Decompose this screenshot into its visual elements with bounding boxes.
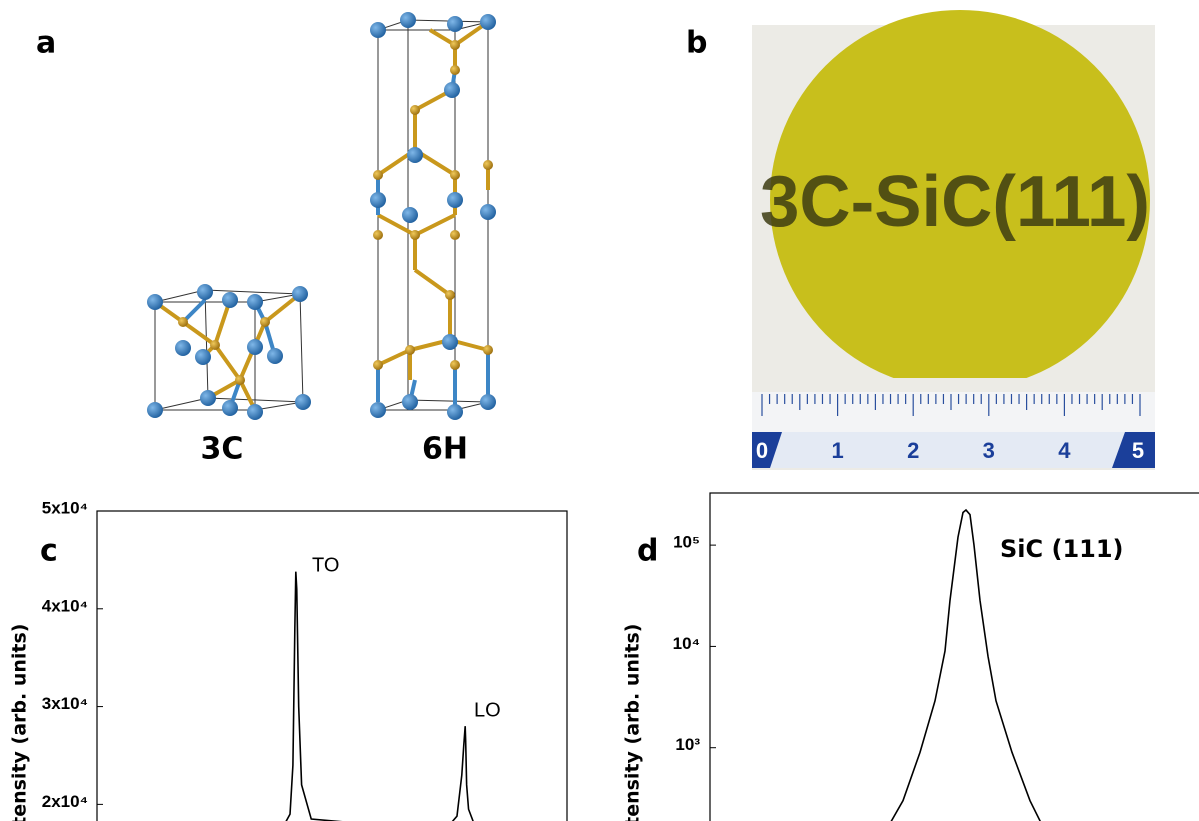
y-tick-label: 2x10⁴: [42, 792, 88, 811]
annotation: SiC (111): [1000, 535, 1124, 563]
ruler-number: 4: [1058, 438, 1071, 463]
y-tick-label: 5x10⁴: [42, 498, 88, 517]
annotation: TO: [312, 554, 339, 576]
wafer-text: 3C-SiC(111): [760, 162, 1150, 242]
structure-label: 3C: [201, 432, 244, 467]
annotation: LO: [474, 699, 501, 721]
panel-label: a: [36, 26, 56, 61]
y-tick-label: 3x10⁴: [42, 694, 88, 713]
y-axis-label: Intensity (arb. units): [9, 624, 31, 821]
panel-label: b: [686, 26, 707, 61]
ruler-number: 0: [756, 438, 768, 463]
y-tick-label: 10⁵: [673, 533, 700, 552]
ruler-number: 5: [1132, 438, 1144, 463]
data-line: [107, 572, 561, 821]
ruler-band: [752, 432, 1155, 468]
panel-label: c: [40, 534, 58, 569]
y-tick-label: 10⁴: [673, 634, 700, 653]
ruler-number: 3: [983, 438, 995, 463]
y-tick-label: 10³: [675, 735, 700, 754]
structure-6h: [370, 12, 496, 420]
structure-label: 6H: [422, 432, 468, 467]
y-axis-label: Intensity (arb. units): [622, 624, 644, 821]
page: a 3C 6H b 3C-SiC: [0, 0, 1199, 821]
ruler-number: 1: [831, 438, 843, 463]
ruler-number: 2: [907, 438, 919, 463]
plot-frame: [710, 493, 1199, 821]
panel-label: d: [637, 534, 658, 569]
structure-3c: [147, 284, 311, 420]
figure: a 3C 6H b 3C-SiC: [0, 0, 1199, 821]
y-tick-label: 4x10⁴: [42, 596, 88, 615]
